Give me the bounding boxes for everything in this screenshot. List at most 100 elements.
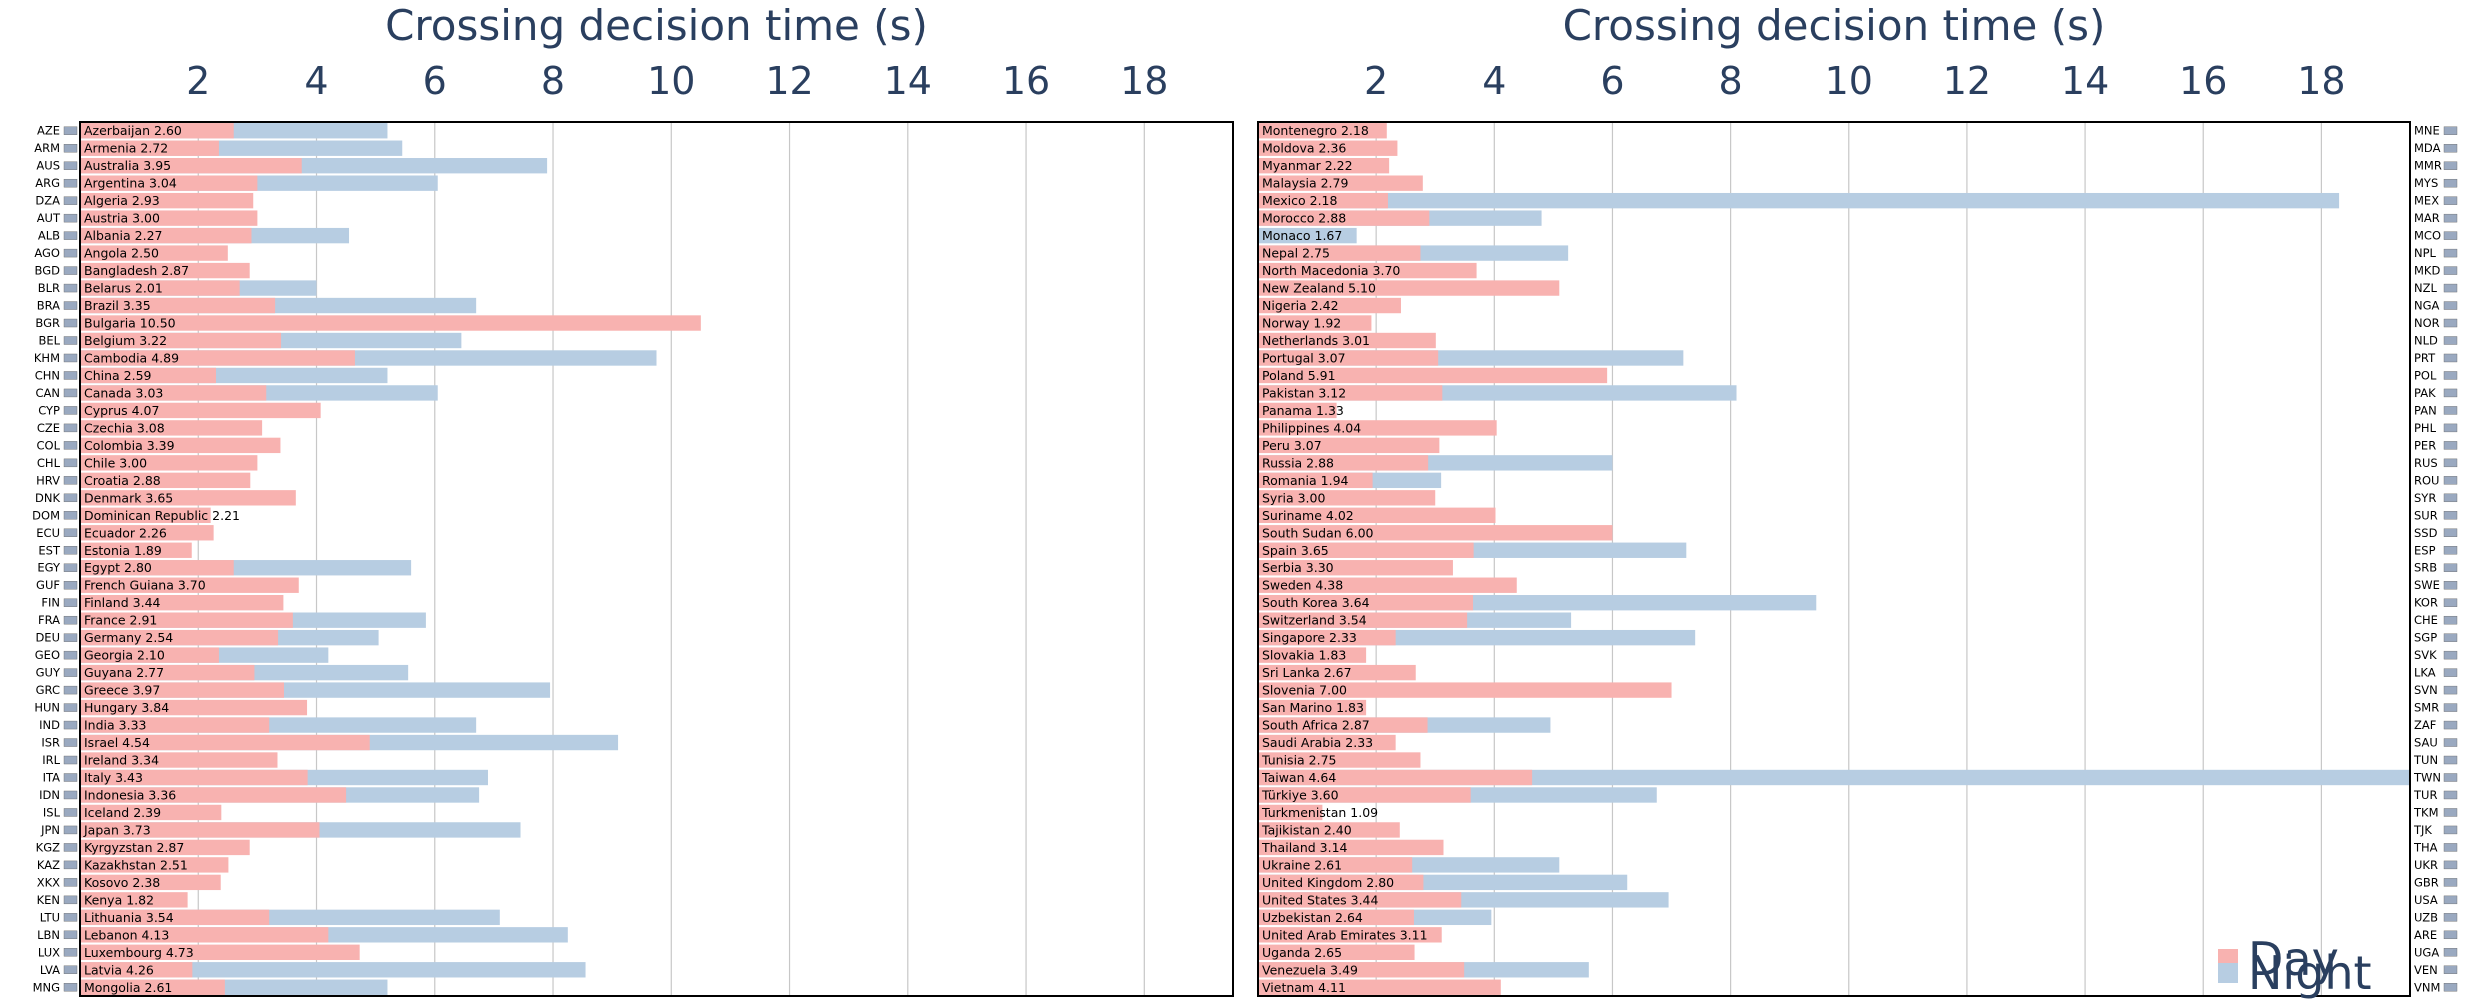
bar-day xyxy=(1258,717,1428,733)
bar-day xyxy=(80,979,225,995)
bar-label: Kyrgyzstan 2.87 xyxy=(84,840,184,855)
bar-label: Georgia 2.10 xyxy=(84,648,165,663)
country-code: TWN xyxy=(2413,771,2441,785)
flag-icon xyxy=(63,581,78,590)
plot-frame xyxy=(79,121,1234,997)
country-code: CZE xyxy=(37,421,60,435)
bar-day xyxy=(80,857,229,873)
flag-icon xyxy=(63,790,78,800)
bar-label: Dominican Republic 2.21 xyxy=(84,508,240,523)
flag-icon xyxy=(2443,528,2458,537)
country-code: EGY xyxy=(37,561,61,575)
bar-label: Spain 3.65 xyxy=(1262,543,1329,558)
country-code: ARM xyxy=(34,141,60,155)
bar-day xyxy=(1258,158,1390,174)
flag-icon xyxy=(63,353,78,363)
country-code: GUF xyxy=(36,578,60,592)
country-code: DNK xyxy=(35,491,60,505)
bar-day xyxy=(1258,962,1465,978)
country-code: CHE xyxy=(2414,613,2438,627)
country-code: CHN xyxy=(35,368,60,382)
bar-day xyxy=(80,944,360,960)
bar-night xyxy=(1258,192,2340,209)
bar-label: Taiwan 4.64 xyxy=(1261,770,1336,785)
bar-day xyxy=(1258,769,1533,786)
bar-label: Brazil 3.35 xyxy=(84,298,151,313)
flag-icon xyxy=(2443,755,2458,765)
flag-icon xyxy=(63,668,78,677)
bar-day xyxy=(80,280,240,296)
country-code: PER xyxy=(2414,438,2436,452)
bar-day xyxy=(80,350,355,366)
bar-label: Slovakia 1.83 xyxy=(1262,648,1346,663)
country-code: USA xyxy=(2414,893,2438,907)
bar-label: Bulgaria 10.50 xyxy=(84,316,176,331)
x-tick-label: 12 xyxy=(765,59,813,103)
country-code: SAU xyxy=(2414,736,2438,750)
country-code: HUN xyxy=(34,701,60,715)
bar-day xyxy=(80,787,347,803)
x-tick-label: 6 xyxy=(423,59,447,103)
country-code: NPL xyxy=(2414,246,2437,260)
country-code: MNG xyxy=(33,980,60,994)
country-code: ALB xyxy=(38,229,60,243)
bar-label: Peru 3.07 xyxy=(1262,438,1322,453)
bar-day xyxy=(1258,804,1323,821)
bar-day xyxy=(1258,280,1560,296)
country-code: SRB xyxy=(2414,561,2437,575)
country-code: GRC xyxy=(36,683,60,697)
bar-day xyxy=(1258,507,1496,523)
flag-icon xyxy=(2443,948,2458,957)
x-tick-label: 14 xyxy=(2061,59,2109,103)
flag-icon xyxy=(2443,213,2458,223)
country-code: MEX xyxy=(2414,194,2439,208)
x-tick-label: 6 xyxy=(1600,59,1624,103)
flag-icon xyxy=(63,248,78,258)
country-code: FIN xyxy=(41,596,60,610)
bar-label: South Korea 3.64 xyxy=(1262,595,1370,610)
flag-icon xyxy=(63,598,78,607)
bar-label: India 3.33 xyxy=(84,718,146,733)
bar-label: Slovenia 7.00 xyxy=(1262,683,1347,698)
bar-day xyxy=(1258,140,1398,156)
bar-label: Belarus 2.01 xyxy=(84,281,163,296)
bar-day xyxy=(1258,682,1672,698)
flag-icon xyxy=(2443,650,2458,660)
bar-day xyxy=(80,210,258,226)
x-tick-label: 4 xyxy=(1482,59,1506,103)
flag-icon xyxy=(2443,615,2458,625)
flag-icon xyxy=(63,213,78,223)
country-code: MDA xyxy=(2414,141,2441,155)
bar-day xyxy=(80,140,219,156)
flag-icon xyxy=(2443,318,2458,328)
flag-icon xyxy=(2443,983,2458,992)
flag-icon xyxy=(2443,965,2458,974)
country-code: SWE xyxy=(2414,578,2440,592)
flag-icon xyxy=(63,755,78,765)
bar-label: Panama 1.33 xyxy=(1262,403,1344,418)
flag-icon xyxy=(63,738,78,747)
flag-icon xyxy=(2443,476,2458,485)
bar-day xyxy=(1258,490,1436,506)
country-code: IDN xyxy=(39,788,60,802)
bar-day xyxy=(80,769,308,786)
plot-frame xyxy=(1257,121,2411,997)
bar-day xyxy=(80,839,250,856)
x-tick-label: 8 xyxy=(1719,59,1743,103)
bar-day xyxy=(80,560,234,576)
bar-label: Uganda 2.65 xyxy=(1262,945,1342,960)
flag-icon xyxy=(2443,738,2458,747)
bar-label: San Marino 1.83 xyxy=(1262,700,1364,715)
bar-label: Estonia 1.89 xyxy=(84,543,162,558)
country-code: MCO xyxy=(2414,229,2441,243)
flag-icon xyxy=(63,965,78,974)
bar-label: China 2.59 xyxy=(84,368,152,383)
bar-label: Venezuela 3.49 xyxy=(1262,962,1358,977)
x-tick-label: 18 xyxy=(1120,59,1168,103)
bar-day xyxy=(80,385,267,401)
country-code: ESP xyxy=(2414,543,2436,557)
country-code: SUR xyxy=(2414,508,2438,522)
bar-day xyxy=(80,158,302,174)
bar-label: Moldova 2.36 xyxy=(1262,141,1346,156)
bar-night xyxy=(1258,769,2410,786)
